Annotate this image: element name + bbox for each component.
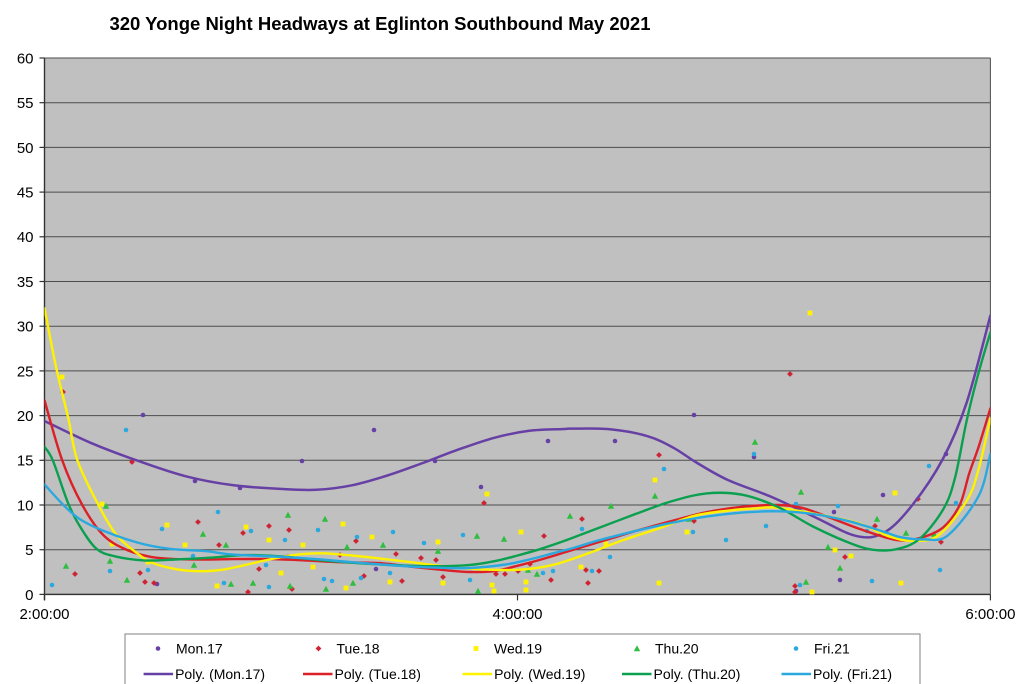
svg-text:45: 45 <box>17 185 34 202</box>
svg-text:60: 60 <box>17 50 34 67</box>
svg-text:Poly. (Thu.20): Poly. (Thu.20) <box>654 666 741 682</box>
svg-text:Poly. (Tue.18): Poly. (Tue.18) <box>335 666 421 682</box>
svg-text:30: 30 <box>17 319 34 336</box>
svg-text:Mon.17: Mon.17 <box>176 641 223 657</box>
svg-text:20: 20 <box>17 408 34 425</box>
svg-text:Poly. (Fri.21): Poly. (Fri.21) <box>813 666 892 682</box>
svg-text:Poly. (Wed.19): Poly. (Wed.19) <box>494 666 585 682</box>
svg-text:Thu.20: Thu.20 <box>655 641 699 657</box>
svg-text:Wed.19: Wed.19 <box>494 641 542 657</box>
svg-text:10: 10 <box>17 497 34 514</box>
svg-text:40: 40 <box>17 229 34 246</box>
svg-text:15: 15 <box>17 453 34 470</box>
svg-text:5: 5 <box>25 542 33 559</box>
svg-text:Fri.21: Fri.21 <box>814 641 850 657</box>
svg-text:35: 35 <box>17 274 34 291</box>
svg-text:2:00:00: 2:00:00 <box>19 606 69 623</box>
svg-text:Tue.18: Tue.18 <box>337 641 380 657</box>
svg-text:320 Yonge Night Headways at Eg: 320 Yonge Night Headways at Eglinton Sou… <box>109 13 650 34</box>
svg-text:55: 55 <box>17 95 34 112</box>
svg-text:0: 0 <box>25 587 33 604</box>
svg-text:6:00:00: 6:00:00 <box>965 606 1015 623</box>
svg-text:50: 50 <box>17 140 34 157</box>
svg-text:Poly. (Mon.17): Poly. (Mon.17) <box>175 666 265 682</box>
svg-text:4:00:00: 4:00:00 <box>492 606 542 623</box>
svg-text:25: 25 <box>17 363 34 380</box>
